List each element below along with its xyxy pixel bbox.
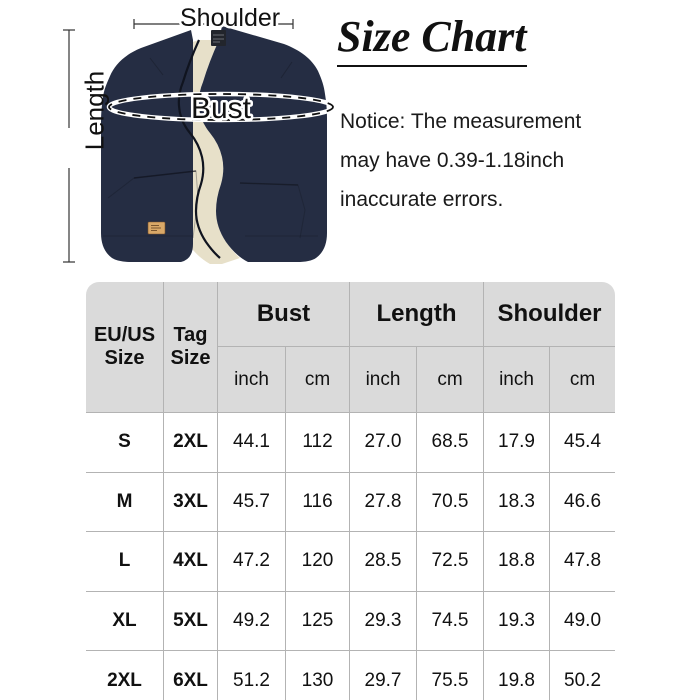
svg-text:Bust: Bust: [191, 92, 252, 125]
